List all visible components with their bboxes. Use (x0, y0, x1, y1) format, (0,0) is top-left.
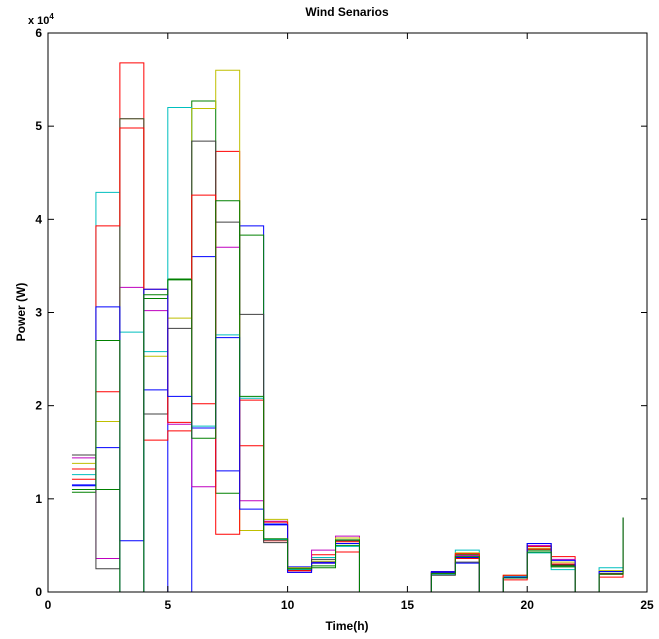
y-exponent-base: x 10 (28, 15, 49, 27)
x-tick-label-0: 0 (45, 598, 52, 612)
y-exponent-power: 4 (49, 12, 54, 21)
series-line-4 (71, 107, 624, 593)
x-axis-label: Time(h) (325, 619, 368, 633)
y-tick-label-40000: 4 (35, 212, 42, 226)
y-tick-label-30000: 3 (35, 306, 42, 320)
y-tick-label-50000: 5 (35, 119, 42, 133)
series-line-6 (71, 69, 624, 593)
chart-title: Wind Senarios (305, 5, 389, 19)
y-exponent-label: x 104 (28, 12, 54, 27)
y-tick-label-0: 0 (35, 585, 42, 599)
y-tick-label-20000: 2 (35, 399, 42, 413)
x-tick-label-20: 20 (521, 598, 535, 612)
y-tick-label-10000: 1 (35, 492, 42, 506)
series-line-8 (71, 127, 624, 593)
series-line-1 (71, 225, 624, 593)
y-tick-label-60000: 6 (35, 26, 42, 40)
series-line-7 (71, 118, 624, 593)
series-line-10 (71, 200, 624, 593)
axes-box (47, 32, 648, 593)
x-tick-label-15: 15 (401, 598, 415, 612)
x-tick-label-25: 25 (640, 598, 654, 612)
plot-area: 0 5 10 15 20 25 0 1 2 3 4 5 6 (35, 26, 654, 612)
x-tick-label-5: 5 (164, 598, 171, 612)
series-line-3 (71, 62, 624, 593)
x-tick-label-10: 10 (281, 598, 295, 612)
series-line-2 (71, 100, 624, 593)
y-axis-label: Power (W) (14, 283, 28, 342)
